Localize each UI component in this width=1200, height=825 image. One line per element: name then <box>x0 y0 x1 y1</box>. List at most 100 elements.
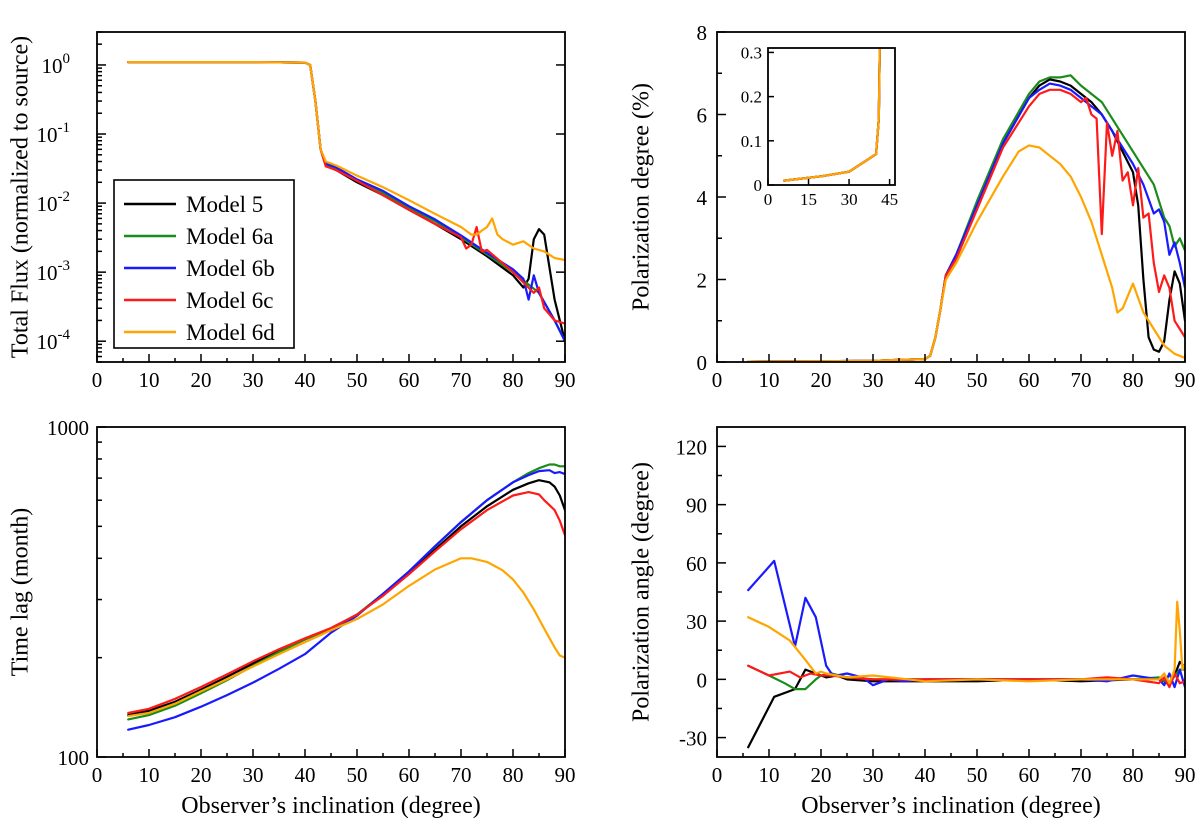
x-tick-label: 0 <box>712 368 723 392</box>
x-tick-label: 80 <box>503 368 524 392</box>
inset-background <box>768 48 895 185</box>
flux-panel: 100 10-1 10-2 10-3 10-4 0 10 20 30 40 50 60 70 80 90 To… <box>8 31 576 392</box>
x-tick-label: 40 <box>915 368 936 392</box>
x-tick-label: 10 <box>139 368 160 392</box>
y-tick-label: 100 <box>42 51 71 78</box>
y-tick-label: 10-3 <box>37 258 71 285</box>
y-tick-label: 90 <box>686 494 707 518</box>
lag-series-model-6b <box>127 469 565 731</box>
x-tick-label: 30 <box>243 368 264 392</box>
inset-y-tick-label: 0.3 <box>741 43 762 62</box>
x-tick-label: 80 <box>1123 763 1144 787</box>
x-tick-label: 40 <box>295 763 316 787</box>
lag-series-group <box>127 463 565 731</box>
poldeg-plot-frame <box>716 31 1186 363</box>
x-tick-label: 60 <box>399 763 420 787</box>
inset: 0 0.1 0.2 0.3 0 15 30 45 <box>741 43 898 209</box>
lag-series-model-6d <box>127 557 565 718</box>
flux-series-model-6d <box>127 60 565 262</box>
y-tick-label: 8 <box>697 21 708 45</box>
y-tick-label: 30 <box>686 610 707 634</box>
legend-label-model-6a: Model 6a <box>186 224 274 249</box>
x-tick-label: 30 <box>863 368 884 392</box>
x-tick-label: 70 <box>451 763 472 787</box>
x-tick-label: 50 <box>347 763 368 787</box>
inset-x-tick-label: 30 <box>841 190 858 209</box>
y-tick-label: 10-1 <box>37 120 71 147</box>
x-tick-label: 40 <box>915 763 936 787</box>
inset-y-tick-label: 0 <box>754 176 763 195</box>
y-axis-label: Polarization angle (degree) <box>629 462 655 722</box>
inset-frame <box>767 47 896 186</box>
y-tick-label: 120 <box>676 435 708 459</box>
x-tick-label: 20 <box>811 368 832 392</box>
inset-x-tick-label: 15 <box>800 190 817 209</box>
polang-series-group <box>747 559 1185 749</box>
x-tick-label: 90 <box>555 763 576 787</box>
y-tick-label: 4 <box>697 186 708 210</box>
x-tick-label: 10 <box>759 368 780 392</box>
time-lag-panel: 100 1000 0 10 20 30 40 50 60 70 80 90 Observer’s inc… <box>8 416 576 819</box>
x-tick-label: 0 <box>712 763 723 787</box>
y-axis-label: Polarization degree (%) <box>629 83 655 311</box>
x-tick-label: 60 <box>399 368 420 392</box>
x-tick-label: 90 <box>1175 763 1196 787</box>
legend-box <box>113 179 295 349</box>
x-axis-label: Observer’s inclination (degree) <box>181 793 480 819</box>
x-tick-label: 80 <box>503 763 524 787</box>
x-tick-label: 60 <box>1019 368 1040 392</box>
lag-plot-frame <box>96 426 566 758</box>
polang-plot-frame <box>716 426 1186 758</box>
x-axis-label: Observer’s inclination (degree) <box>801 793 1100 819</box>
x-tick-label: 20 <box>811 763 832 787</box>
x-tick-label: 70 <box>1071 368 1092 392</box>
x-tick-label: 20 <box>191 763 212 787</box>
legend-label-model-5: Model 5 <box>186 192 263 217</box>
y-tick-label: 6 <box>697 104 708 128</box>
x-tick-label: 50 <box>967 763 988 787</box>
legend-label-model-6c: Model 6c <box>186 288 274 313</box>
x-tick-label: 10 <box>759 763 780 787</box>
inset-x-tick-label: 45 <box>881 190 898 209</box>
inset-series-model-6d <box>783 48 881 182</box>
y-tick-label: 1000 <box>47 416 89 440</box>
x-tick-label: 0 <box>92 368 103 392</box>
legend-label-model-6d: Model 6d <box>186 320 275 345</box>
y-tick-label: 2 <box>697 269 708 293</box>
x-tick-label: 70 <box>1071 763 1092 787</box>
y-axis-label: Time lag (month) <box>8 508 34 676</box>
inset-y-tick-label: 0.1 <box>741 132 762 151</box>
y-tick-label: 0 <box>697 668 708 692</box>
lag-series-model-6c <box>127 491 565 715</box>
x-tick-label: 90 <box>1175 368 1196 392</box>
legend: Model 5 Model 6a Model 6b Model 6c Model 6d <box>113 179 295 349</box>
x-tick-label: 30 <box>863 763 884 787</box>
polang-series-model-6b <box>747 559 1185 689</box>
y-tick-label: 10-4 <box>37 327 71 354</box>
flux-series-group <box>127 60 565 343</box>
x-tick-label: 10 <box>139 763 160 787</box>
x-tick-label: 40 <box>295 368 316 392</box>
legend-label-model-6b: Model 6b <box>186 256 275 281</box>
x-tick-label: 30 <box>243 763 264 787</box>
lag-series-model-5 <box>127 479 565 717</box>
poldeg-series-model-6d <box>747 144 1185 362</box>
y-tick-label: 100 <box>58 746 90 770</box>
x-tick-label: 50 <box>347 368 368 392</box>
y-axis-label: Total Flux (normalized to source) <box>8 36 34 358</box>
y-tick-label: 60 <box>686 552 707 576</box>
poldeg-series-group <box>747 74 1185 362</box>
polang-series-model-6d <box>747 600 1185 685</box>
x-tick-label: 0 <box>92 763 103 787</box>
inset-y-tick-label: 0.2 <box>741 88 762 107</box>
x-tick-label: 70 <box>451 368 472 392</box>
x-tick-label: 80 <box>1123 368 1144 392</box>
x-tick-label: 60 <box>1019 763 1040 787</box>
y-tick-label: -30 <box>679 727 707 751</box>
inset-x-tick-label: 0 <box>764 190 773 209</box>
inset-series-group <box>783 48 881 182</box>
x-tick-label: 20 <box>191 368 212 392</box>
